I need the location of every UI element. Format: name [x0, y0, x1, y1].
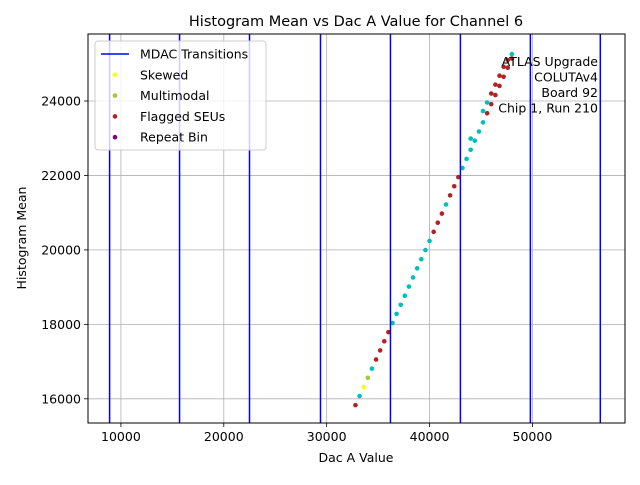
data-point-multimodal — [365, 375, 371, 381]
data-point-normal — [468, 147, 473, 153]
data-point-normal — [410, 275, 416, 280]
annotation-line: ATLAS Upgrade — [502, 54, 599, 69]
data-point-flagged — [497, 73, 502, 78]
data-point-normal — [480, 120, 486, 125]
data-point-flagged — [381, 338, 387, 344]
legend-label: Skewed — [140, 67, 188, 82]
data-point-flagged — [353, 402, 358, 408]
legend: MDAC Transitions Skewed Multimodal Flagged … — [94, 40, 267, 151]
x-tick-label: 40000 — [410, 429, 450, 444]
y-tick-label: 24000 — [41, 94, 81, 109]
data-point-flagged — [505, 65, 511, 70]
data-point-normal — [460, 165, 465, 171]
data-point-flagged — [447, 193, 453, 198]
data-point-normal — [427, 238, 432, 244]
data-point-normal — [398, 302, 404, 308]
data-point-normal — [423, 247, 428, 253]
y-tick-label: 18000 — [41, 317, 81, 332]
data-point-normal — [476, 129, 482, 134]
legend-label: Multimodal — [140, 88, 209, 103]
y-tick-label: 20000 — [41, 242, 81, 257]
data-point-normal — [402, 293, 408, 298]
y-axis-label: Histogram Mean — [14, 187, 29, 290]
data-point-normal — [484, 100, 490, 105]
data-point-flagged — [501, 74, 506, 80]
y-tick-label: 22000 — [41, 168, 81, 183]
data-point-normal — [357, 393, 362, 399]
tick-layer: 10000 20000 30000 40000 50000 16000 18000 20000… — [41, 94, 552, 444]
legend-frame — [94, 40, 267, 151]
data-point-flagged — [431, 229, 436, 235]
legend-dot-swatch — [112, 134, 118, 140]
legend-label: MDAC Transitions — [140, 47, 248, 62]
x-tick-label: 20000 — [204, 429, 244, 444]
data-point-flagged — [488, 101, 494, 107]
data-point-normal — [406, 284, 412, 289]
data-point-normal — [472, 138, 478, 143]
data-point-normal — [419, 256, 424, 262]
legend-label: Repeat Bin — [140, 130, 208, 145]
legend-dot-swatch — [112, 72, 118, 78]
data-point-flagged — [451, 183, 457, 189]
legend-dot-swatch — [112, 114, 118, 119]
legend-dot-swatch — [112, 93, 118, 98]
x-tick-label: 10000 — [101, 429, 141, 444]
x-axis-label: Dac A Value — [319, 450, 394, 465]
data-point-skewed — [361, 384, 367, 390]
annotation-line: COLUTAv4 — [534, 70, 598, 85]
data-point-flagged — [456, 174, 461, 180]
data-point-normal — [480, 108, 486, 114]
data-point-normal — [468, 136, 473, 141]
annotation-line: Board 92 — [541, 85, 598, 100]
x-tick-label: 50000 — [513, 429, 553, 444]
legend-label: Flagged SEUs — [140, 109, 225, 124]
data-point-flagged — [386, 329, 391, 335]
x-tick-label: 30000 — [307, 429, 347, 444]
data-point-normal — [414, 266, 420, 271]
data-point-flagged — [501, 64, 506, 70]
annotation-line: Chip 1, Run 210 — [498, 101, 598, 116]
data-point-flagged — [493, 92, 498, 98]
data-point-normal — [509, 51, 515, 57]
chart-title: Histogram Mean vs Dac A Value for Channe… — [189, 14, 523, 30]
points-layer — [353, 51, 515, 408]
data-point-normal — [394, 311, 399, 317]
data-point-flagged — [439, 211, 445, 216]
data-point-flagged — [377, 348, 383, 353]
data-point-normal — [443, 202, 449, 207]
plot-frame — [87, 33, 626, 424]
data-point-flagged — [484, 110, 490, 116]
data-point-flagged — [509, 56, 515, 61]
data-point-normal — [464, 156, 469, 162]
data-point-normal — [369, 366, 375, 371]
data-point-flagged — [435, 220, 441, 226]
data-point-normal — [390, 320, 395, 326]
data-point-flagged — [497, 83, 502, 89]
data-point-flagged — [493, 82, 498, 87]
y-tick-label: 16000 — [41, 391, 81, 406]
data-point-flagged — [505, 57, 511, 63]
data-point-flagged — [373, 357, 379, 362]
data-point-flagged — [488, 91, 494, 96]
